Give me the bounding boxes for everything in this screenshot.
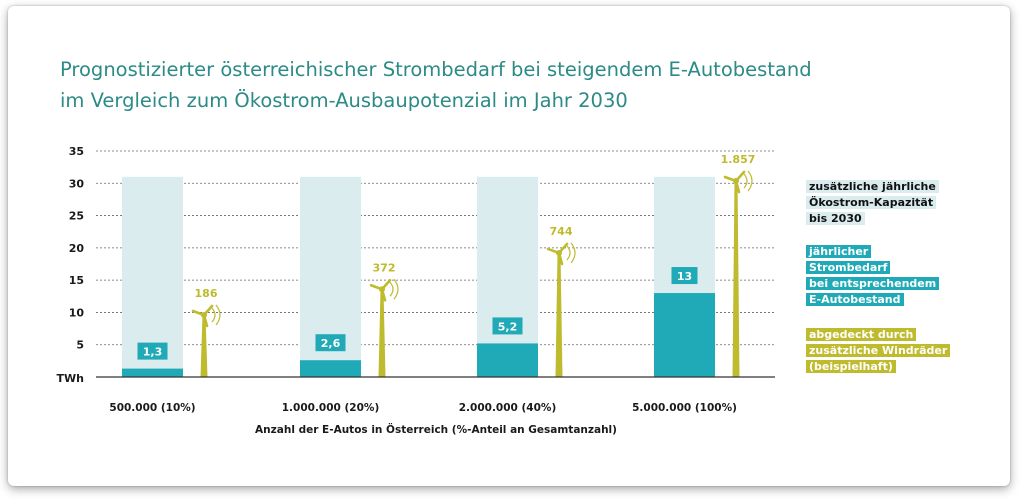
wind-turbine-tower	[555, 252, 563, 377]
legend-demand-line-4: E-Autobestand	[806, 293, 904, 306]
wind-turbine	[369, 278, 399, 377]
wind-turbine-blade	[369, 283, 384, 291]
legend-wind: abgedeckt durch zusätzliche Windräder (b…	[806, 327, 951, 375]
y-tick-label: 30	[69, 177, 85, 190]
legend-capacity-line-1: zusätzliche jährliche	[806, 180, 939, 193]
demand-value-label-box	[671, 267, 698, 285]
y-tick-label: 10	[69, 306, 85, 319]
wind-turbine-blade	[546, 247, 561, 255]
x-tick-label: 2.000.000 (40%)	[459, 402, 557, 414]
legend-demand: jährlicher Strombedarf bei entsprechende…	[806, 244, 940, 308]
demand-value-label-box	[137, 342, 168, 360]
wind-turbine-blade	[557, 242, 569, 255]
demand-value-label-box	[492, 317, 523, 335]
x-tick-label: 500.000 (10%)	[109, 402, 195, 414]
wind-turbine-blade	[202, 304, 214, 317]
wind-wave-inner	[389, 281, 394, 297]
wind-value-label: 186	[195, 287, 218, 300]
y-axis-unit-label: TWh	[57, 372, 84, 385]
demand-value-label: 5,2	[498, 320, 518, 333]
wind-turbine-tower	[200, 314, 208, 377]
wind-turbine-blade	[202, 313, 209, 328]
legend-demand-line-1: jährlicher	[806, 245, 872, 258]
demand-bar	[654, 293, 715, 377]
wind-turbine-blade	[734, 170, 746, 183]
chart-title: Prognostizierter österreichischer Stromb…	[60, 54, 812, 116]
demand-bar	[300, 360, 361, 377]
chart-title-line-1: Prognostizierter österreichischer Stromb…	[60, 58, 812, 81]
demand-value-label-box	[315, 334, 346, 352]
wind-wave-inner	[566, 245, 571, 261]
wind-value-label: 1.857	[721, 153, 756, 166]
wind-turbine-blade	[380, 278, 392, 291]
wind-wave-outer	[393, 278, 399, 300]
y-tick-label: 5	[76, 339, 84, 352]
wind-value-label: 744	[550, 225, 573, 238]
y-tick-label: 15	[69, 274, 84, 287]
chart-title-line-2: im Vergleich zum Ökostrom-Ausbaupotenzia…	[60, 89, 628, 112]
wind-wave-inner	[211, 307, 216, 323]
y-tick-label: 35	[69, 145, 84, 158]
wind-turbine-blade	[734, 179, 741, 194]
wind-wave-outer	[570, 242, 576, 264]
legend-wind-line-3: (beispielhaft)	[806, 360, 896, 373]
wind-turbine-blade	[380, 287, 387, 302]
wind-turbine-tower	[378, 289, 386, 377]
wind-wave-outer	[215, 304, 221, 326]
y-tick-label: 25	[69, 210, 84, 223]
wind-turbine	[723, 170, 753, 377]
demand-value-label: 2,6	[321, 337, 341, 350]
wind-turbine	[546, 242, 576, 377]
wind-turbine	[191, 304, 221, 377]
wind-turbine-blade	[723, 175, 738, 183]
wind-value-label: 372	[373, 261, 396, 274]
wind-wave-inner	[743, 173, 748, 189]
legend-capacity-line-3: bis 2030	[806, 212, 865, 225]
demand-value-label: 13	[677, 270, 692, 283]
y-tick-label: 20	[69, 242, 85, 255]
demand-bar	[122, 368, 183, 377]
legend-capacity: zusätzliche jährliche Ökostrom-Kapazität…	[806, 179, 939, 227]
x-tick-label: 1.000.000 (20%)	[282, 402, 380, 414]
legend-wind-line-1: abgedeckt durch	[806, 328, 917, 341]
demand-value-label: 1,3	[143, 346, 163, 359]
legend-demand-line-3: bei entsprechendem	[806, 277, 940, 290]
demand-bar	[477, 343, 538, 377]
wind-wave-outer	[747, 170, 753, 192]
wind-turbine-tower	[732, 181, 740, 377]
wind-turbine-blade	[191, 309, 206, 317]
x-axis-title: Anzahl der E-Autos in Österreich (%-Ante…	[255, 422, 617, 436]
legend-capacity-line-2: Ökostrom-Kapazität	[806, 196, 937, 209]
legend-wind-line-2: zusätzliche Windräder	[806, 344, 951, 357]
x-tick-label: 5.000.000 (100%)	[632, 402, 737, 414]
legend-demand-line-2: Strombedarf	[806, 261, 891, 274]
wind-turbine-blade	[557, 251, 564, 266]
